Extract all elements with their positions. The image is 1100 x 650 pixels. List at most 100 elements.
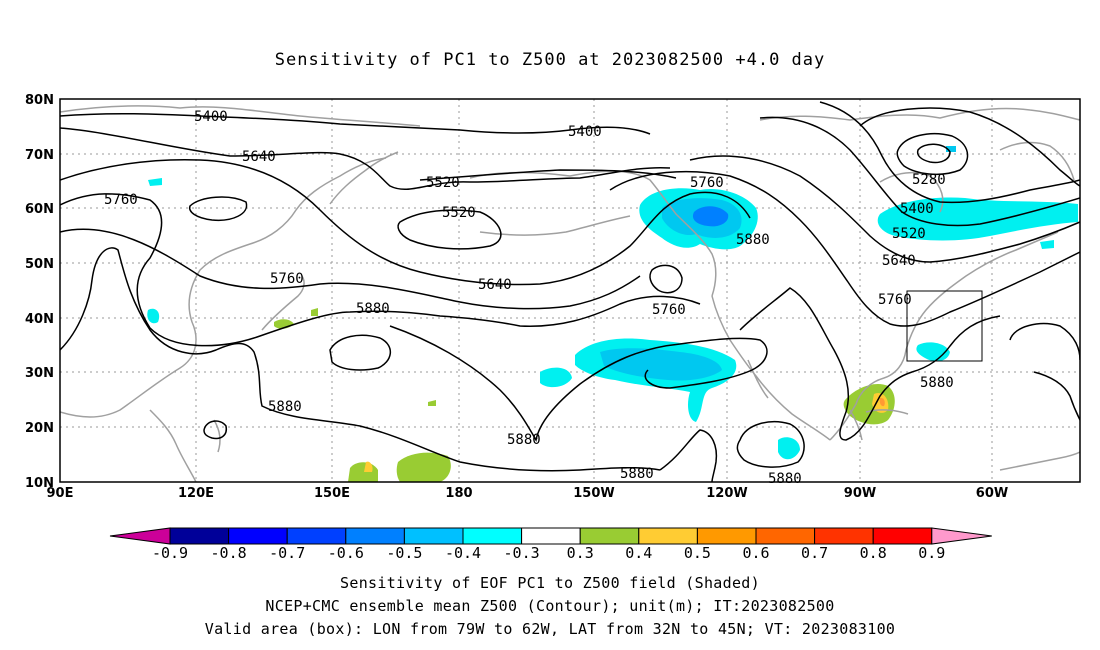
coast-florida — [849, 409, 863, 441]
colorbar-tick-label: -0.9 — [152, 544, 188, 562]
lon-label: 150E — [314, 486, 350, 501]
shade-region-small-4 — [1040, 240, 1054, 249]
contour-label: 5400 — [568, 124, 602, 140]
contour-label: 5520 — [892, 226, 926, 242]
contour-5280-na — [859, 107, 1080, 187]
contour-5760-na — [609, 170, 1080, 327]
contour-label: 5880 — [356, 301, 390, 317]
coast-asia-north — [60, 105, 421, 127]
shade-region-caribbean-peak — [879, 397, 885, 407]
colorbar-swatch — [638, 527, 698, 545]
colorbar-swatch — [462, 527, 523, 545]
contour-label: 5520 — [426, 175, 460, 191]
contour-label: 5520 — [442, 205, 476, 221]
contour-5760-west — [60, 193, 701, 347]
coast-south-america — [999, 451, 1080, 471]
chart-title: Sensitivity of PC1 to Z500 at 2023082500… — [274, 50, 826, 70]
contour-label: 5760 — [652, 302, 686, 318]
coast-japan — [261, 275, 305, 331]
contour-5880-west — [60, 247, 661, 472]
lat-label: 80N — [25, 93, 54, 108]
colorbar: -0.9 -0.8 -0.7 -0.6 -0.5 -0.4 -0.3 0.3 0.4 0.5 0.6… — [109, 527, 992, 562]
sensitivity-shading — [147, 146, 1078, 482]
lat-label: 10N — [25, 476, 54, 491]
caption-line-3: Valid area (box): LON from 79W to 62W, L… — [204, 620, 896, 638]
contour-5880-circle-a — [203, 420, 228, 440]
coastlines — [60, 105, 1080, 482]
coast-indochina — [149, 409, 197, 482]
shade-region-dateline — [396, 452, 451, 482]
colorbar-tick-label: -0.8 — [211, 544, 247, 562]
colorbar-swatch — [755, 527, 816, 545]
z500-contours — [60, 101, 1080, 482]
contour-5880-atl-sw — [1033, 371, 1080, 421]
contour-label: 5760 — [690, 175, 724, 191]
contour-label: 5880 — [736, 232, 770, 248]
contour-label: 5400 — [194, 109, 228, 125]
lat-label: 40N — [25, 312, 54, 327]
lon-label: 90W — [844, 486, 876, 501]
colorbar-swatch — [403, 527, 464, 545]
contour-5880-circle-b — [736, 420, 805, 468]
contour-5880-sub — [329, 334, 391, 371]
colorbar-swatch — [286, 527, 347, 545]
contour-5280-inner — [916, 143, 951, 164]
colorbar-swatch — [696, 527, 757, 545]
lat-label: 50N — [25, 257, 54, 272]
colorbar-tick-label: -0.4 — [445, 544, 481, 562]
contour-label: 5760 — [878, 292, 912, 308]
colorbar-swatch — [814, 527, 874, 545]
colorbar-tick-label: -0.6 — [328, 544, 364, 562]
contour-label: 5880 — [620, 466, 654, 482]
contour-5760-pac — [60, 228, 641, 310]
coast-asia-east — [60, 157, 387, 418]
coast-philippines — [213, 419, 221, 453]
shade-region-small-6 — [311, 308, 318, 316]
coast-canada-arctic — [759, 107, 1080, 121]
shade-region-west-pacific-core — [364, 461, 373, 472]
contour-labels: 5400 5400 5640 5520 5520 5760 5760 5640 … — [104, 109, 954, 487]
contour-label: 5760 — [104, 192, 138, 208]
colorbar-tick-label: 0.4 — [625, 544, 652, 562]
colorbar-tick-label: 0.7 — [801, 544, 828, 562]
colorbar-tick-label: -0.3 — [504, 544, 540, 562]
colorbar-tick-label: -0.7 — [269, 544, 305, 562]
colorbar-tick-label: 0.5 — [684, 544, 711, 562]
contour-5880-bermuda — [1009, 322, 1080, 361]
contour-label: 5880 — [507, 432, 541, 448]
contour-label: 5880 — [920, 375, 954, 391]
coast-kamchatka — [329, 151, 399, 205]
lat-label: 20N — [25, 421, 54, 436]
coast-baja — [747, 359, 769, 399]
coast-alaska — [469, 170, 717, 297]
shade-region-central-pacific — [540, 367, 572, 388]
lat-label: 60N — [25, 202, 54, 217]
colorbar-swatch — [228, 527, 288, 545]
colorbar-tick-label: 0.9 — [918, 544, 945, 562]
lon-label: 150W — [573, 486, 614, 501]
contour-label: 5400 — [900, 201, 934, 217]
contour-5880-se — [659, 429, 718, 482]
contour-5640-na — [689, 155, 1080, 263]
colorbar-tick-label: -0.5 — [386, 544, 422, 562]
contour-5880-pac-s — [389, 325, 768, 443]
shade-region-north-atlantic — [877, 197, 1078, 241]
lon-label: 90E — [47, 486, 74, 501]
lon-label: 180 — [445, 486, 472, 501]
contour-label: 5640 — [882, 253, 916, 269]
contour-5760-loop — [649, 264, 683, 294]
contour-5760-mid — [188, 196, 248, 222]
colorbar-tick-label: 0.6 — [742, 544, 769, 562]
shade-region-small-2 — [148, 178, 162, 186]
colorbar-left-arrow — [109, 527, 171, 545]
longitude-axis: 90E 120E 150E 180 150W 120W 90W 60W — [47, 486, 1009, 501]
contour-5280-low — [896, 132, 969, 176]
colorbar-swatch — [521, 527, 581, 545]
coast-cuba — [865, 409, 909, 415]
contour-5520-north — [419, 169, 677, 181]
lon-label: 120W — [706, 486, 747, 501]
contour-label: 5880 — [268, 399, 302, 415]
contour-5520-east — [397, 209, 502, 250]
contour-5400-na — [819, 101, 1080, 204]
colorbar-swatch — [579, 527, 640, 545]
